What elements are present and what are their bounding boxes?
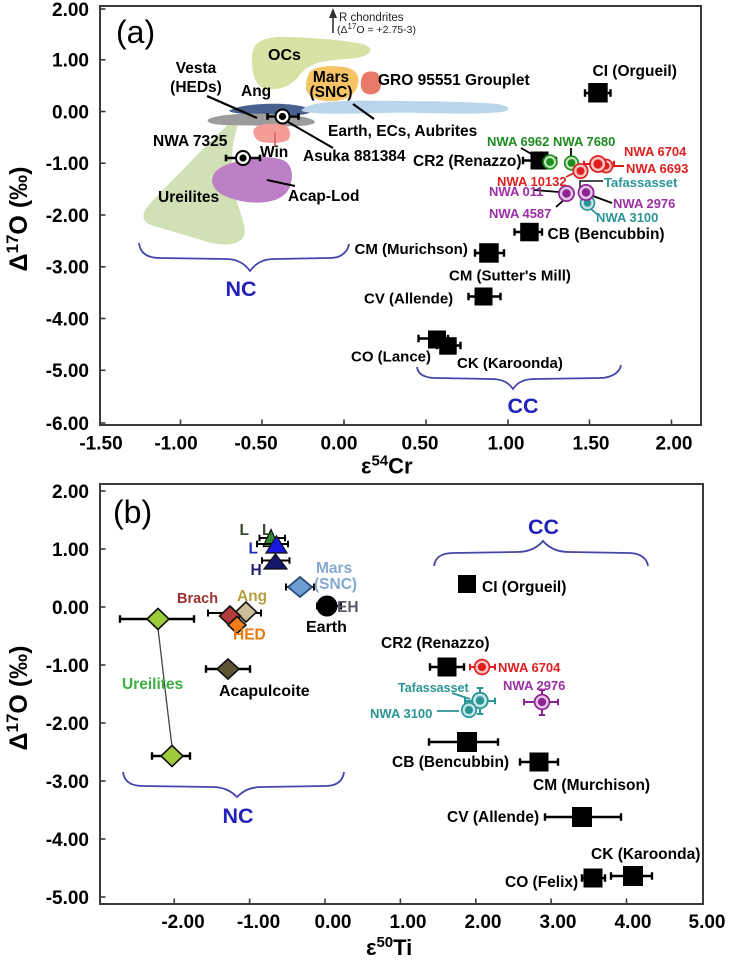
svg-text:-2.00: -2.00: [46, 206, 89, 227]
svg-text:1.50: 1.50: [573, 434, 610, 455]
svg-text:NWA 2976: NWA 2976: [613, 196, 675, 211]
svg-text:-1.00: -1.00: [237, 912, 280, 933]
svg-text:Win: Win: [260, 144, 288, 161]
svg-text:NWA 6693: NWA 6693: [626, 161, 688, 176]
svg-text:L: L: [240, 522, 249, 539]
svg-text:-1.00: -1.00: [46, 154, 89, 175]
svg-text:CM (Murichson): CM (Murichson): [355, 241, 468, 258]
svg-text:-5.00: -5.00: [46, 888, 89, 909]
svg-text:H: H: [251, 562, 262, 579]
svg-text:NC: NC: [225, 277, 256, 301]
svg-text:Mars: Mars: [313, 69, 349, 86]
svg-text:-0.50: -0.50: [234, 434, 277, 455]
svg-text:EH: EH: [337, 599, 359, 616]
svg-text:HED: HED: [233, 627, 266, 644]
svg-text:NWA 7325: NWA 7325: [153, 133, 228, 150]
svg-text:-2.00: -2.00: [161, 912, 204, 933]
svg-text:Δ17O (‰): Δ17O (‰): [3, 167, 34, 272]
svg-text:CM (Murchison): CM (Murchison): [533, 777, 650, 794]
svg-text:-1.50: -1.50: [79, 434, 122, 455]
svg-text:-3.00: -3.00: [46, 772, 89, 793]
svg-text:2.00: 2.00: [52, 482, 89, 503]
svg-text:3.00: 3.00: [540, 912, 577, 933]
svg-text:(a): (a): [116, 14, 155, 50]
svg-text:CM (Sutter's Mill): CM (Sutter's Mill): [449, 268, 571, 285]
svg-text:(HEDs): (HEDs): [170, 79, 222, 96]
svg-text:Ureilites: Ureilites: [122, 676, 183, 693]
svg-text:NWA 6962: NWA 6962: [487, 134, 549, 149]
svg-text:Tafassasset: Tafassasset: [604, 175, 678, 190]
svg-text:(SNC): (SNC): [314, 576, 357, 593]
svg-text:1.00: 1.00: [52, 540, 89, 561]
svg-text:NC: NC: [222, 804, 253, 828]
svg-text:Earth: Earth: [306, 619, 347, 636]
svg-text:Vesta: Vesta: [176, 60, 217, 77]
svg-text:CK (Karoonda): CK (Karoonda): [591, 846, 700, 863]
svg-text:Δ17O (‰): Δ17O (‰): [3, 646, 34, 751]
svg-text:-1.00: -1.00: [154, 434, 197, 455]
svg-text:NWA 2976: NWA 2976: [503, 678, 565, 693]
svg-text:0.00: 0.00: [315, 912, 352, 933]
svg-text:Brach: Brach: [177, 591, 218, 607]
svg-text:0.00: 0.00: [52, 102, 89, 123]
svg-text:CB (Bencubbin): CB (Bencubbin): [548, 226, 665, 243]
svg-text:Tafassasset: Tafassasset: [398, 681, 469, 695]
svg-text:Ang: Ang: [241, 83, 271, 100]
svg-text:-4.00: -4.00: [46, 830, 89, 851]
svg-text:CV (Allende): CV (Allende): [364, 291, 453, 308]
svg-text:1.00: 1.00: [390, 912, 427, 933]
svg-text:2.00: 2.00: [656, 434, 693, 455]
svg-text:NWA 6704: NWA 6704: [498, 660, 561, 675]
svg-text:-3.00: -3.00: [46, 258, 89, 279]
svg-text:-6.00: -6.00: [46, 414, 89, 435]
svg-text:(Δ17O = +2.75-3): (Δ17O = +2.75-3): [337, 22, 416, 37]
svg-text:2.00: 2.00: [52, 0, 89, 21]
svg-text:0.50: 0.50: [402, 434, 439, 455]
svg-text:1.00: 1.00: [488, 434, 525, 455]
svg-text:CB (Bencubbin): CB (Bencubbin): [392, 754, 509, 771]
svg-text:Earth, ECs, Aubrites: Earth, ECs, Aubrites: [328, 123, 477, 140]
svg-text:Ureilites: Ureilites: [158, 189, 219, 206]
svg-text:CI (Orgueil): CI (Orgueil): [593, 63, 677, 80]
svg-text:CR2 (Renazzo): CR2 (Renazzo): [413, 153, 522, 170]
svg-text:CC: CC: [507, 394, 538, 418]
svg-text:CI (Orgueil): CI (Orgueil): [482, 579, 566, 596]
svg-text:NWA 6704: NWA 6704: [624, 144, 687, 159]
svg-text:(SNC): (SNC): [309, 84, 352, 101]
svg-text:1.00: 1.00: [52, 51, 89, 72]
svg-text:Asuka 881384: Asuka 881384: [303, 148, 406, 165]
svg-text:NWA 10132: NWA 10132: [497, 174, 567, 189]
svg-text:CO (Lance): CO (Lance): [351, 349, 431, 366]
svg-text:-4.00: -4.00: [46, 309, 89, 330]
svg-text:CV (Allende): CV (Allende): [447, 809, 539, 826]
svg-text:CK (Karoonda): CK (Karoonda): [457, 355, 563, 372]
svg-text:CC: CC: [528, 515, 559, 539]
svg-text:CR2 (Renazzo): CR2 (Renazzo): [381, 635, 490, 652]
svg-text:Acap-Lod: Acap-Lod: [288, 188, 359, 205]
svg-text:CO (Felix): CO (Felix): [505, 874, 578, 891]
svg-text:Mars: Mars: [316, 560, 352, 577]
svg-text:4.00: 4.00: [615, 912, 652, 933]
svg-text:NWA 011: NWA 011: [489, 184, 543, 199]
svg-text:OCs: OCs: [268, 47, 301, 64]
svg-text:0.00: 0.00: [321, 434, 358, 455]
svg-text:NWA 7680: NWA 7680: [553, 134, 615, 149]
svg-text:L: L: [262, 522, 271, 539]
svg-text:NWA 3100: NWA 3100: [370, 706, 432, 721]
svg-text:-2.00: -2.00: [46, 714, 89, 735]
svg-text:Ang: Ang: [237, 588, 267, 605]
svg-text:2.00: 2.00: [465, 912, 502, 933]
svg-text:GRO 95551 Grouplet: GRO 95551 Grouplet: [378, 72, 530, 89]
svg-text:R chondrites: R chondrites: [339, 12, 404, 24]
svg-text:0.00: 0.00: [52, 598, 89, 619]
svg-text:L: L: [249, 541, 258, 558]
svg-text:-1.00: -1.00: [46, 656, 89, 677]
svg-text:NWA 3100: NWA 3100: [596, 210, 658, 225]
svg-text:NWA 4587: NWA 4587: [489, 206, 551, 221]
svg-text:Acapulcoite: Acapulcoite: [219, 683, 310, 700]
svg-text:(b): (b): [113, 494, 152, 530]
svg-text:5.00: 5.00: [689, 912, 726, 933]
svg-text:-5.00: -5.00: [46, 361, 89, 382]
